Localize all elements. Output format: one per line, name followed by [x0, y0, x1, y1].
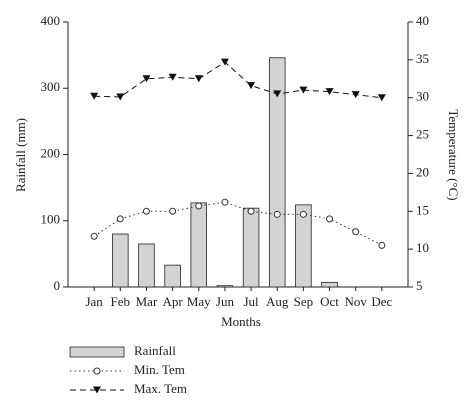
bar — [138, 243, 155, 288]
y-tick-label: 0 — [54, 278, 61, 293]
line — [93, 201, 383, 246]
y2-tick-label: 20 — [416, 164, 429, 179]
point — [195, 202, 203, 210]
point — [169, 207, 177, 215]
point — [247, 82, 256, 90]
x-tick-label: Aug — [266, 294, 289, 309]
point — [299, 86, 308, 94]
legend-label: Rainfall — [134, 343, 176, 358]
x-tick-label: Jul — [243, 294, 259, 309]
y-tick-label: 400 — [41, 13, 61, 28]
y-tick-label: 300 — [41, 79, 61, 94]
bar — [268, 57, 286, 288]
point — [273, 90, 282, 98]
bar — [190, 202, 208, 288]
legend-label: Min. Tem — [134, 362, 185, 377]
x-tick-label: Dec — [371, 294, 392, 309]
y2-axis-label: Temperature (°C) — [446, 109, 461, 200]
line — [94, 61, 382, 99]
x-tick-label: Sep — [294, 294, 314, 309]
x-tick-label: Apr — [163, 294, 184, 309]
x-tick-label: Jan — [85, 294, 103, 309]
bar — [321, 281, 338, 288]
y2-tick-label: 10 — [416, 240, 429, 255]
point — [221, 198, 229, 206]
y2-tick-label: 40 — [416, 13, 429, 28]
x-axis-label: Months — [221, 314, 261, 329]
point — [116, 93, 125, 101]
point — [325, 88, 334, 96]
legend-swatch — [69, 346, 125, 358]
point — [194, 75, 203, 83]
point — [90, 232, 98, 240]
y-tick-label: 200 — [41, 145, 61, 160]
bar — [295, 204, 312, 288]
x-tick-label: Nov — [344, 294, 367, 309]
x-tick-label: Mar — [136, 294, 158, 309]
y2-tick-label: 5 — [416, 278, 423, 293]
bar — [164, 264, 181, 288]
point — [378, 241, 386, 249]
legend-marker — [93, 367, 101, 375]
bar — [216, 285, 234, 288]
point — [142, 75, 151, 83]
point — [220, 58, 229, 66]
x-tick-label: Feb — [111, 294, 131, 309]
point — [377, 94, 386, 102]
x-tick-label: Oct — [320, 294, 339, 309]
point — [273, 210, 281, 218]
point — [351, 91, 360, 99]
point — [90, 92, 99, 100]
y2-tick-label: 25 — [416, 127, 429, 142]
point — [116, 215, 124, 223]
bar — [112, 233, 129, 288]
point — [247, 207, 255, 215]
x-tick-label: Jun — [216, 294, 235, 309]
point — [168, 73, 177, 81]
x-tick-label: May — [187, 294, 211, 309]
point — [142, 207, 150, 215]
y2-tick-label: 15 — [416, 202, 429, 217]
legend-label: Max. Tem — [134, 381, 187, 396]
y-axis-label: Rainfall (mm) — [13, 118, 28, 192]
y2-tick-label: 30 — [416, 89, 429, 104]
y-tick-label: 100 — [41, 212, 61, 227]
point — [326, 215, 334, 223]
legend-marker — [93, 386, 101, 394]
point — [352, 228, 360, 236]
point — [299, 210, 307, 218]
bar — [242, 207, 260, 288]
y2-tick-label: 35 — [416, 51, 429, 66]
